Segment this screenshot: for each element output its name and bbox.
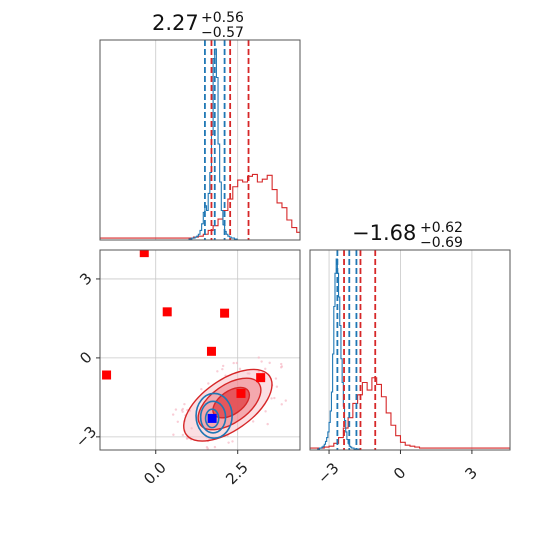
x-p2-tick-label: 3 xyxy=(461,464,480,483)
blue-contour xyxy=(199,400,227,434)
histogram-blue-p1 xyxy=(188,48,238,240)
blue-square-marker xyxy=(207,413,217,423)
grid-p1 xyxy=(155,40,239,240)
blue-contour xyxy=(195,392,233,439)
sample-point xyxy=(270,397,273,400)
sample-point xyxy=(174,408,178,411)
sample-point xyxy=(274,377,278,380)
y-p2-tick-label: 3 xyxy=(76,269,95,288)
title-value-p2: −1.68 xyxy=(352,221,416,245)
red-square-marker xyxy=(220,308,230,318)
blue-contours xyxy=(195,392,233,439)
grid-2d xyxy=(100,250,300,450)
sample-point xyxy=(176,420,179,423)
joint-panel: 0.0 2.5 −3 0 3 xyxy=(72,249,301,488)
sample-point xyxy=(257,356,260,359)
sample-point xyxy=(273,396,276,400)
sample-point xyxy=(238,367,242,371)
quantile-lines-p2 xyxy=(336,250,377,450)
histogram-red-p2 xyxy=(310,377,510,449)
y-ticks-p2: −3 0 3 xyxy=(72,269,100,451)
grid-p2 xyxy=(328,250,473,450)
sample-point xyxy=(266,422,269,426)
title-value-p1: 2.27 xyxy=(152,11,199,35)
histograms-p1 xyxy=(100,48,300,240)
sample-point xyxy=(181,433,185,437)
y-p2-tick-label: 0 xyxy=(76,348,95,367)
sample-point xyxy=(207,382,210,385)
red-square-marker xyxy=(256,373,266,383)
sample-point xyxy=(216,370,219,373)
x-p1-tick-label: 2.5 xyxy=(222,458,252,488)
x-p2-tick-label: 0 xyxy=(390,464,409,483)
sample-point xyxy=(227,441,230,444)
sample-point xyxy=(190,427,193,430)
sample-point xyxy=(260,360,263,363)
sample-point xyxy=(257,370,260,373)
sample-points xyxy=(171,356,287,450)
sample-point xyxy=(172,433,175,436)
sample-point xyxy=(206,447,209,450)
red-square-marker xyxy=(139,250,149,258)
sample-point xyxy=(185,437,189,440)
sample-point xyxy=(200,387,203,391)
title-plus-p1: +0.56 xyxy=(201,10,244,26)
x-p1-tick-label: 0.0 xyxy=(140,458,170,488)
sample-point xyxy=(280,403,283,406)
y-p2-tick-label: −3 xyxy=(72,423,100,451)
sample-point xyxy=(181,410,184,413)
red-square-marker xyxy=(236,388,246,398)
sample-point xyxy=(264,367,267,371)
red-square-marker xyxy=(102,370,112,380)
sample-point xyxy=(280,365,284,368)
sample-point xyxy=(232,361,235,365)
red-square-marker xyxy=(162,307,172,317)
sample-point xyxy=(221,364,225,368)
sample-point xyxy=(221,367,224,371)
marginal-panel-p1: 2.27 +0.56 −0.57 xyxy=(99,10,301,241)
sample-point xyxy=(235,361,238,365)
x-ticks-p1: 0.0 2.5 xyxy=(140,450,252,488)
sample-point xyxy=(284,399,287,402)
sample-point xyxy=(268,361,271,365)
x-ticks-p2: −3 0 3 xyxy=(314,450,481,487)
sample-point xyxy=(213,445,217,449)
title-minus-p1: −0.57 xyxy=(201,25,244,41)
sample-point xyxy=(280,362,283,366)
sample-point xyxy=(231,440,234,443)
sample-point xyxy=(181,407,185,411)
x-p2-tick-label: −3 xyxy=(314,459,342,487)
blue-contour xyxy=(204,408,220,429)
histogram-red-p1 xyxy=(100,173,300,239)
marginal-panel-p2: −3 0 3 −1.68 +0.62 −0.69 xyxy=(309,220,511,487)
sample-point xyxy=(171,413,175,416)
title-minus-p2: −0.69 xyxy=(420,235,463,251)
sample-point xyxy=(264,410,267,413)
title-plus-p2: +0.62 xyxy=(420,220,463,236)
sample-point xyxy=(251,420,255,423)
sample-point xyxy=(183,402,186,406)
sample-point xyxy=(248,372,251,375)
red-square-marker xyxy=(206,346,216,356)
quantile-lines-p1 xyxy=(204,40,250,240)
scatter-markers xyxy=(102,250,266,423)
sample-point xyxy=(275,385,279,388)
